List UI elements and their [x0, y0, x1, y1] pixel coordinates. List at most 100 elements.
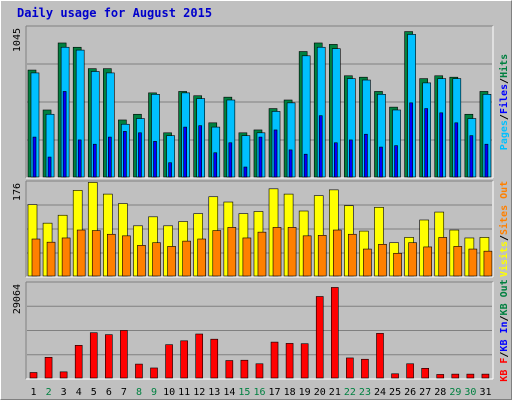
sites-bar [167, 246, 176, 277]
kbytes-bar [105, 334, 113, 379]
sites-bar [152, 242, 161, 277]
pages-bar [77, 139, 82, 178]
pages-bar [454, 122, 459, 178]
kbytes-bar [180, 340, 188, 379]
sites-bar [272, 227, 282, 277]
sites-bar [483, 250, 493, 277]
kbytes-bar [89, 332, 98, 379]
pages-bar [228, 142, 233, 178]
kbytes-legend-part: / [499, 315, 510, 321]
visits-axis-max-label: 176 [12, 183, 23, 201]
sites-bar [197, 238, 207, 277]
day-label: 19 [299, 387, 311, 398]
day-label: 10 [163, 387, 175, 398]
chart-title: Daily usage for August 2015 [17, 6, 213, 20]
pages-bar [394, 145, 398, 178]
kbytes-bar [376, 333, 384, 379]
pages-files-hits-legend: Pages/Files/Hits [498, 54, 510, 150]
kbytes-bar [436, 374, 445, 379]
day-label: 6 [106, 387, 112, 398]
sites-bar [453, 246, 463, 277]
kbytes-bar [44, 357, 53, 379]
sites-bar [76, 229, 86, 277]
pages-bar [183, 126, 187, 178]
day-label: 8 [136, 387, 142, 398]
sites-bar [182, 240, 191, 277]
kbytes-bar [285, 343, 294, 379]
day-label: 1 [31, 387, 37, 398]
pages-bar [379, 146, 383, 178]
sites-bar [212, 230, 222, 277]
sites-bar [302, 235, 312, 277]
day-label: 22 [344, 387, 356, 398]
day-label: 14 [223, 387, 235, 398]
pages-bar [168, 162, 172, 178]
kbytes-bar [135, 363, 143, 379]
day-label: 5 [91, 387, 97, 398]
kbytes-bar [240, 359, 249, 379]
visits-sites-legend-part: Sites [498, 205, 510, 235]
kbytes-bar [466, 373, 475, 379]
sites-bar [107, 233, 116, 277]
kbytes-legend-part: KB Out [499, 279, 510, 315]
pages-files-hits-legend-part: / [499, 78, 510, 84]
day-label: 18 [284, 387, 296, 398]
kbytes-bar [270, 341, 279, 379]
kbytes-bar [300, 343, 309, 379]
day-label: 3 [61, 387, 67, 398]
sites-bar [348, 233, 357, 277]
pages-bar [409, 102, 413, 178]
kbytes-legend: KB F/KB In/KB Out [499, 279, 510, 381]
kbytes-bar [29, 372, 38, 379]
day-label: 29 [449, 387, 461, 398]
day-label: 4 [76, 387, 82, 398]
pages-bar [138, 132, 142, 178]
pages-bar [47, 156, 52, 178]
pages-bar [333, 142, 338, 178]
kbytes-bar [120, 330, 128, 379]
day-label: 11 [178, 387, 190, 398]
pages-bar [349, 139, 353, 178]
visits-sites-legend-part: Visits [498, 241, 510, 277]
pages-bar [318, 115, 323, 178]
pages-bar [288, 149, 293, 178]
sites-bar [423, 246, 432, 277]
day-label: 24 [374, 387, 386, 398]
day-label: 20 [314, 387, 326, 398]
pages-bar [62, 91, 67, 178]
day-label: 7 [121, 387, 127, 398]
kbytes-bar [361, 358, 369, 379]
sites-bar [468, 248, 478, 277]
sites-bar [438, 237, 448, 277]
day-label: 2 [46, 387, 52, 398]
day-label: 30 [464, 387, 476, 398]
sites-bar [137, 245, 146, 277]
pages-bar [484, 143, 489, 178]
day-label: 13 [208, 387, 220, 398]
sites-bar [242, 237, 252, 277]
day-label: 16 [253, 387, 265, 398]
sites-bar [122, 235, 131, 277]
pages-bar [92, 143, 97, 178]
kbytes-legend-part: / [499, 352, 510, 358]
pages-bar [303, 153, 308, 178]
pages-bar [273, 129, 278, 178]
visits-sites-legend-part: Out [499, 181, 510, 205]
pages-bar [153, 141, 157, 178]
day-label: 28 [434, 387, 446, 398]
kbytes-bar [59, 371, 68, 379]
day-label: 25 [389, 387, 401, 398]
pages-bar [123, 131, 127, 178]
kbytes-axis-max-label: 29064 [12, 284, 23, 314]
day-label: 9 [151, 387, 157, 398]
sites-bar [363, 248, 372, 277]
kbytes-bar [315, 296, 324, 379]
sites-bar [287, 227, 297, 277]
day-label: 15 [238, 387, 250, 398]
sites-bar [227, 227, 237, 277]
day-label: 23 [359, 387, 371, 398]
day-label: 26 [404, 387, 416, 398]
pages-files-hits-legend-part: Hits [498, 54, 510, 78]
